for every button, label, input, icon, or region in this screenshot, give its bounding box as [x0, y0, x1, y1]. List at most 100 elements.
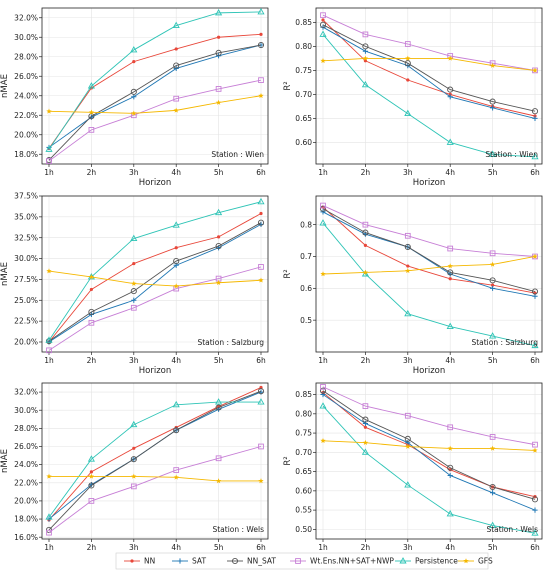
- series-line: [322, 211, 536, 297]
- y-tick-label: 27.5%: [14, 275, 38, 284]
- data-point: [362, 31, 369, 38]
- x-tick-label: 4h: [171, 543, 181, 552]
- data-point: [87, 82, 95, 89]
- data-point: [215, 404, 222, 411]
- x-tick-label: 1h: [44, 543, 54, 552]
- data-point: [88, 113, 95, 120]
- data-point: [319, 205, 327, 212]
- x-axis-label: Horizon: [139, 178, 172, 188]
- data-point: [173, 467, 180, 473]
- series-nn: [47, 385, 263, 522]
- data-point: [173, 107, 179, 113]
- data-point: [532, 507, 538, 513]
- x-tick-label: 6h: [530, 168, 540, 177]
- data-point: [258, 277, 264, 283]
- y-tick-label: 0.85: [295, 18, 312, 27]
- series-ens: [46, 264, 264, 354]
- legend-label: NN_SAT: [247, 557, 276, 566]
- series-line: [322, 206, 536, 294]
- series-ens: [46, 443, 264, 536]
- data-point: [489, 483, 496, 491]
- series-line: [322, 26, 536, 119]
- x-tick-label: 3h: [403, 168, 413, 177]
- data-point: [362, 269, 369, 275]
- data-point: [215, 99, 222, 105]
- data-point: [532, 447, 538, 453]
- series-line: [322, 14, 536, 71]
- series-nn: [321, 18, 537, 118]
- y-tick-label: 0.65: [295, 114, 312, 123]
- x-tick-label: 1h: [44, 168, 54, 177]
- data-point: [362, 403, 369, 409]
- series-ens: [320, 202, 538, 260]
- y-axis-label: nMAE: [0, 74, 10, 98]
- y-tick-label: 0.60: [295, 138, 312, 147]
- y-axis-label: R²: [283, 269, 293, 278]
- series-line: [48, 387, 262, 521]
- series-line: [322, 390, 536, 500]
- y-tick-label: 0.50: [295, 525, 312, 534]
- data-point: [321, 18, 325, 22]
- data-point: [257, 388, 265, 395]
- data-point: [131, 110, 137, 116]
- chart-panel-2: 0.60 0.65 0.70 0.75 0.80 0.85 1h 2h 3h 4h 5h 6h Hori…: [283, 7, 543, 188]
- data-point: [320, 437, 326, 444]
- chart-panel-4: 0.5 0.6 0.7 0.8 1h 2h 3h 4h 5h 6h Horizon R² Station…: [283, 195, 543, 376]
- data-point: [404, 309, 412, 317]
- series-sat: [46, 389, 264, 522]
- data-point: [172, 221, 180, 228]
- y-tick-label: 0.65: [295, 467, 312, 476]
- data-point: [320, 58, 326, 64]
- data-point: [319, 219, 327, 226]
- data-point: [362, 439, 369, 445]
- data-point: [404, 412, 411, 419]
- data-point: [258, 443, 264, 450]
- y-tick-label: 28.0%: [14, 424, 38, 433]
- series-line: [322, 208, 536, 292]
- data-point: [174, 47, 178, 51]
- y-tick-label: 20.0%: [14, 130, 38, 139]
- x-tick-label: 1h: [318, 168, 328, 177]
- y-tick-label: 20.0%: [14, 338, 38, 347]
- data-point: [130, 88, 137, 95]
- series-pers: [45, 197, 265, 343]
- y-tick-label: 30.0%: [14, 33, 38, 42]
- data-point: [404, 243, 411, 250]
- data-point: [489, 434, 496, 440]
- series-line: [48, 446, 262, 534]
- data-point: [489, 250, 496, 257]
- station-label: Station : Wels: [486, 525, 538, 534]
- series-gfs: [320, 437, 538, 453]
- y-tick-label: 32.0%: [14, 388, 38, 397]
- series-ens: [320, 384, 538, 448]
- station-label: Station : Salzburg: [197, 338, 264, 347]
- plot-frame: [315, 382, 543, 540]
- data-point: [320, 391, 326, 398]
- data-point: [173, 95, 180, 102]
- data-point: [173, 62, 180, 69]
- data-point: [259, 32, 263, 36]
- data-point: [361, 270, 369, 277]
- data-point: [172, 400, 180, 408]
- data-point: [173, 427, 180, 434]
- y-tick-label: 0.8: [300, 220, 312, 229]
- data-point: [88, 127, 95, 133]
- series-line: [322, 34, 536, 158]
- x-tick-label: 6h: [256, 356, 266, 365]
- data-point: [130, 483, 137, 490]
- series-ens: [320, 12, 538, 74]
- data-point: [531, 288, 539, 295]
- data-point: [257, 219, 265, 226]
- data-point: [132, 446, 136, 450]
- series-line: [48, 266, 262, 351]
- legend-label: SAT: [192, 557, 206, 566]
- x-tick-label: 4h: [171, 168, 181, 177]
- x-tick-label: 5h: [214, 356, 224, 365]
- data-point: [489, 445, 496, 451]
- series-nn: [321, 391, 537, 499]
- data-point: [259, 211, 263, 216]
- data-point: [491, 283, 495, 287]
- y-tick-label: 0.75: [295, 429, 312, 438]
- data-point: [489, 277, 496, 284]
- legend-marker: [231, 557, 239, 565]
